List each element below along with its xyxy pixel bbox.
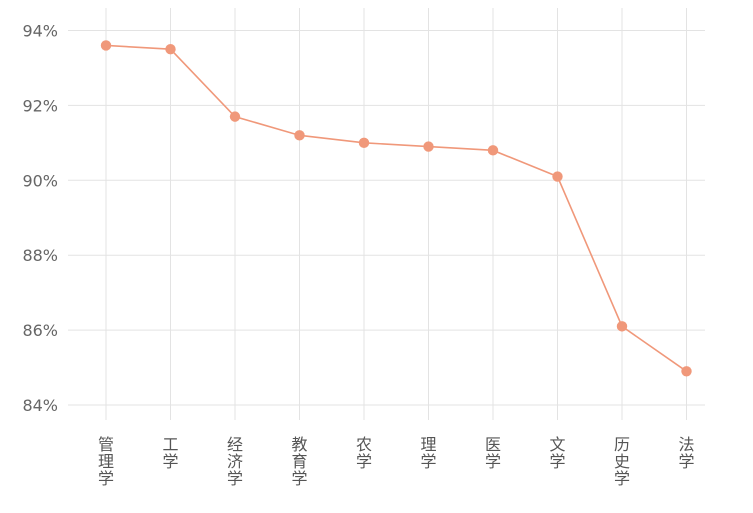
y-tick-label: 84% xyxy=(22,396,58,415)
data-point xyxy=(423,141,434,152)
x-tick-label: 农学 xyxy=(356,435,372,471)
data-point xyxy=(487,145,499,156)
y-tick-label: 94% xyxy=(22,21,58,40)
x-tick-label: 教育学 xyxy=(291,435,307,488)
y-axis-ticks: 84% 86% 88% 90% 92% 94% xyxy=(22,21,58,415)
x-tick-label: 法学 xyxy=(678,435,694,471)
y-tick-label: 86% xyxy=(22,321,58,340)
data-point xyxy=(100,40,112,51)
data-point xyxy=(681,366,692,377)
data-point xyxy=(616,321,628,332)
data-point xyxy=(358,137,370,149)
series-line xyxy=(105,44,687,372)
data-point xyxy=(229,111,241,122)
grid xyxy=(68,8,705,420)
x-axis-ticks: 管理学 工学 经济学 教育学 农学 理学 医学 文学 历史学 法学 xyxy=(98,435,695,488)
x-tick-label: 医学 xyxy=(485,435,501,471)
data-point xyxy=(165,44,176,55)
series-layer xyxy=(100,40,692,377)
x-tick-label: 理学 xyxy=(420,435,436,471)
y-tick-label: 88% xyxy=(22,246,58,265)
x-tick-label: 工学 xyxy=(162,435,178,471)
data-point xyxy=(552,171,563,182)
y-tick-label: 92% xyxy=(22,96,58,115)
x-tick-label: 管理学 xyxy=(98,435,114,488)
y-tick-label: 90% xyxy=(22,171,58,190)
data-point xyxy=(294,130,305,141)
x-tick-label: 历史学 xyxy=(614,435,630,488)
x-tick-label: 文学 xyxy=(549,435,565,471)
x-tick-label: 经济学 xyxy=(227,435,243,488)
